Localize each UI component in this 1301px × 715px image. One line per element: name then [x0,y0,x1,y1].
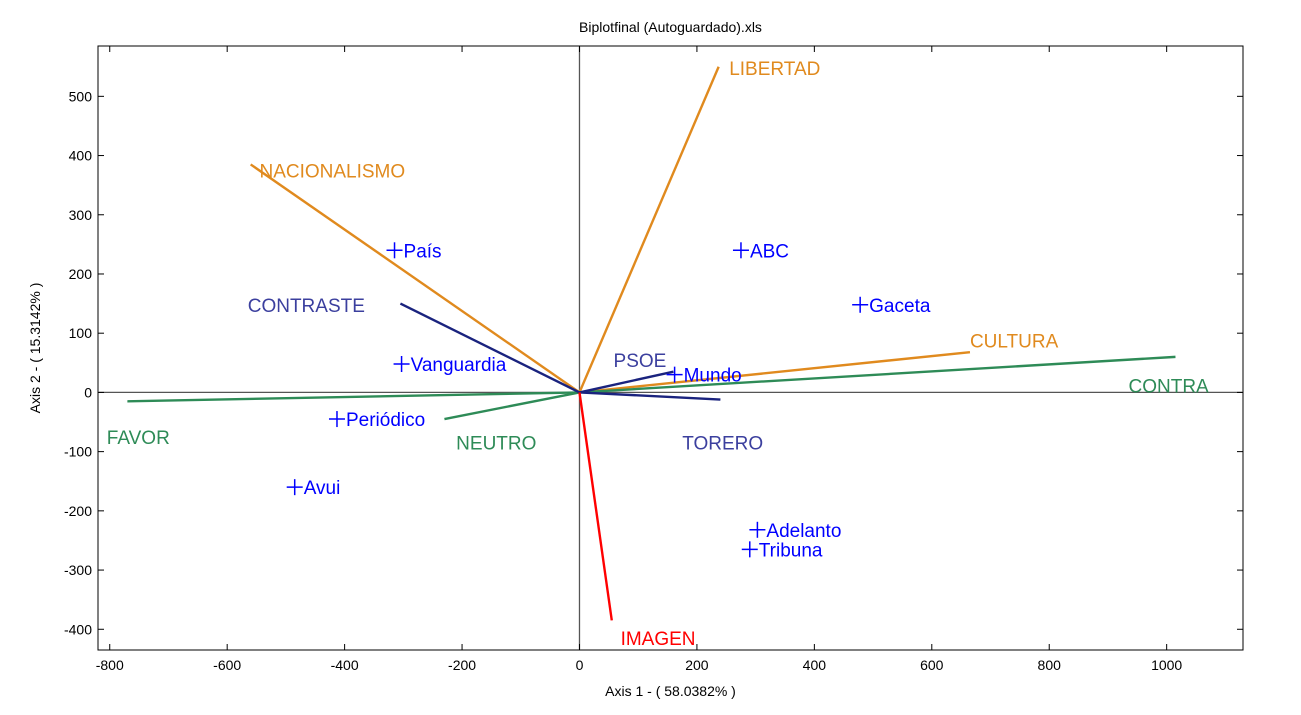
point-label-mundo: Mundo [684,366,742,387]
x-tick-label: 200 [685,657,709,673]
point-pais: País [386,241,442,262]
x-tick-label: -400 [331,657,359,673]
point-adelanto: Adelanto [749,521,841,542]
x-tick-label: 800 [1038,657,1062,673]
point-abc: ABC [732,241,789,262]
vector-contraste [399,302,581,394]
y-tick-label: -300 [64,562,92,578]
point-label-gaceta: Gaceta [869,296,931,317]
x-tick-label: 0 [576,657,584,673]
vector-label-psoe: PSOE [614,351,667,372]
y-tick-label: 100 [69,325,93,341]
point-layer: País ABC Gaceta Vanguardia Mundo Periódico Avu… [286,241,931,561]
vector-neutro [444,391,580,421]
vector-contra [579,355,1176,394]
x-tick-label: 400 [803,657,827,673]
y-tick-label: 400 [69,148,93,164]
x-tick-label: -600 [213,657,241,673]
y-tick-label: 200 [69,266,93,282]
vector-label-favor: FAVOR [107,428,170,449]
x-axis-label: Axis 1 - ( 58.0382% ) [605,683,736,699]
vector-label-contraste: CONTRASTE [248,296,365,317]
point-avui: Avui [286,478,341,499]
point-label-avui: Avui [304,478,341,499]
vector-label-libertad: LIBERTAD [729,59,820,80]
point-periodico: Periódico [328,410,425,431]
vector-label-nacionalismo: NACIONALISMO [259,161,405,182]
vector-label-contra: CONTRA [1129,376,1210,397]
y-axis-label: Axis 2 - ( 15.3142% ) [27,283,43,414]
axes-layer: -800 -600 -400 -200 0 200 400 600 800 1000-400-30… [64,45,1244,673]
y-tick-label: 500 [69,88,93,104]
x-tick-label: -200 [448,657,476,673]
y-tick-label: -100 [64,444,92,460]
point-label-adelanto: Adelanto [766,521,841,542]
point-label-periodico: Periódico [346,410,425,431]
point-label-tribuna: Tribuna [759,540,823,561]
vector-imagen [578,392,613,621]
vector-label-neutro: NEUTRO [456,434,536,455]
point-tribuna: Tribuna [741,540,823,561]
x-tick-label: 1000 [1151,657,1182,673]
vector-nacionalismo [249,163,581,394]
y-tick-label: 0 [84,384,92,400]
vector-torero [579,391,721,401]
chart-title: Biplotfinal (Autoguardado).xls [579,19,762,35]
point-gaceta: Gaceta [852,296,931,317]
vector-label-cultura: CULTURA [970,331,1059,352]
vector-favor [127,391,580,403]
vector-psoe [579,370,674,394]
vector-libertad [578,66,720,393]
point-label-vanguardia: Vanguardia [411,355,507,376]
point-mundo: Mundo [666,366,742,387]
point-label-abc: ABC [750,241,789,262]
vector-cultura [579,350,971,394]
vector-layer: LIBERTAD NACIONALISMO CULTURA CONTRA FAVOR NE… [107,59,1209,650]
point-label-pais: País [404,241,442,262]
x-tick-label: 600 [920,657,944,673]
plot-frame [97,45,1244,651]
vector-label-torero: TORERO [682,434,763,455]
y-tick-label: 300 [69,207,93,223]
y-tick-label: -200 [64,503,92,519]
x-tick-label: -800 [96,657,124,673]
y-tick-label: -400 [64,621,92,637]
vector-label-imagen: IMAGEN [621,629,696,650]
point-vanguardia: Vanguardia [393,355,507,376]
